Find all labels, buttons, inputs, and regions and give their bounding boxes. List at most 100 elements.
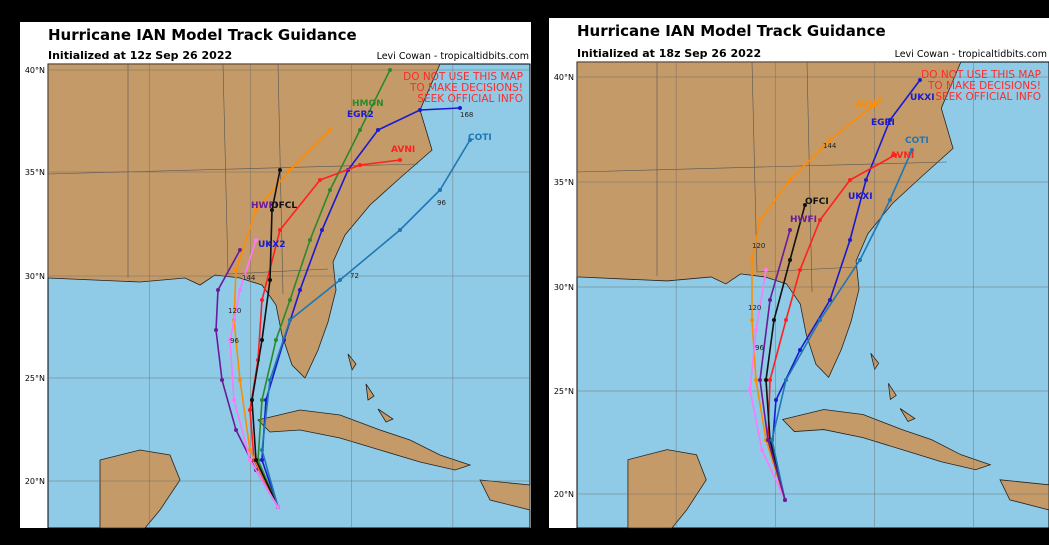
track-point xyxy=(760,448,764,452)
track-point xyxy=(376,128,380,132)
hour-label: 120 xyxy=(752,242,765,250)
track-point xyxy=(772,318,776,322)
track-point xyxy=(848,178,852,182)
track-point xyxy=(238,288,242,292)
track-point xyxy=(248,448,252,452)
hour-label: 96 xyxy=(755,344,764,352)
latitude-label: 35°N xyxy=(554,178,574,187)
track-point xyxy=(910,148,914,152)
track-point xyxy=(888,118,892,122)
warning: DO NOT USE THIS MAP xyxy=(921,69,1041,81)
landmass xyxy=(479,479,531,511)
track-point xyxy=(758,218,762,222)
latitude-label: 35°N xyxy=(25,168,45,177)
land xyxy=(576,61,1049,529)
track-point xyxy=(288,298,292,302)
warning: TO MAKE DECISIONS! xyxy=(409,82,523,94)
track-point xyxy=(803,203,807,207)
track-point xyxy=(758,378,762,382)
model-track xyxy=(767,154,896,501)
track-point xyxy=(278,228,282,232)
track-point xyxy=(268,378,272,382)
landmass xyxy=(870,352,880,371)
track-point xyxy=(260,458,264,462)
model-track xyxy=(233,129,331,508)
track-point xyxy=(828,298,832,302)
track-point xyxy=(788,178,792,182)
map-title: Hurricane IAN Model Track Guidance xyxy=(577,22,886,40)
map-title: Hurricane IAN Model Track Guidance xyxy=(48,26,357,44)
track-point xyxy=(358,163,362,167)
model-label: COTI xyxy=(905,136,929,146)
latitude-label: 40°N xyxy=(25,66,45,75)
credit: Levi Cowan - tropicaltidbits.com xyxy=(895,49,1047,60)
track-point xyxy=(798,268,802,272)
model-track xyxy=(765,204,806,501)
track-point xyxy=(788,258,792,262)
track-point xyxy=(254,208,258,212)
hour-label: 144 xyxy=(823,142,837,150)
track-point xyxy=(250,398,254,402)
track-point xyxy=(278,168,282,172)
model-label: EGR2 xyxy=(347,110,374,120)
track-point xyxy=(298,288,302,292)
track-point xyxy=(864,178,868,182)
track-point xyxy=(270,208,274,212)
track-point xyxy=(274,338,278,342)
border xyxy=(806,61,813,293)
track-point xyxy=(254,238,258,242)
track-point xyxy=(818,318,822,322)
credit: Levi Cowan - tropicaltidbits.com xyxy=(377,51,529,62)
landmass xyxy=(257,409,472,471)
land xyxy=(47,63,531,529)
model-label: OFCL xyxy=(271,201,297,211)
track-point xyxy=(798,348,802,352)
model-track xyxy=(229,239,279,508)
map-subtitle: Initialized at 12z Sep 26 2022 xyxy=(48,49,232,62)
track-point xyxy=(248,408,252,412)
track-point xyxy=(308,238,312,242)
landmass xyxy=(576,61,962,379)
track-point xyxy=(848,238,852,242)
track-point xyxy=(818,218,822,222)
track-point xyxy=(288,168,292,172)
track-point xyxy=(418,108,422,112)
track-point xyxy=(858,258,862,262)
track-point xyxy=(260,448,264,452)
latitude-label: 20°N xyxy=(25,477,45,486)
track-point xyxy=(878,98,882,102)
border xyxy=(576,161,948,173)
track-point xyxy=(260,338,264,342)
track-point xyxy=(828,138,832,142)
model-label: UKXI xyxy=(910,93,935,103)
track-point xyxy=(220,378,224,382)
track-point xyxy=(750,318,754,322)
landmass xyxy=(627,449,707,529)
track-point xyxy=(770,438,774,442)
track-point xyxy=(766,438,770,442)
track-point xyxy=(248,458,252,462)
track-point xyxy=(214,328,218,332)
model-label: AVNI xyxy=(391,145,415,155)
model-label: UKX2 xyxy=(258,240,285,250)
track-point xyxy=(358,128,362,132)
track-point xyxy=(918,78,922,82)
landmass xyxy=(899,408,916,423)
hour-label: 120 xyxy=(748,304,761,312)
model-label: HMON xyxy=(352,99,384,109)
model-label: HWFI xyxy=(251,201,278,211)
model-label: AVNI xyxy=(890,151,914,161)
track-point xyxy=(398,228,402,232)
model-label: COTI xyxy=(468,133,492,143)
latitude-label: 25°N xyxy=(25,374,45,383)
model-label: EGRI xyxy=(871,118,895,128)
latitude-label: 40°N xyxy=(554,73,574,82)
track-point xyxy=(468,138,472,142)
track-point xyxy=(784,318,788,322)
track-point xyxy=(328,188,332,192)
latitude-label: 30°N xyxy=(25,272,45,281)
landmass xyxy=(377,408,394,423)
track-point xyxy=(288,318,292,322)
track-point xyxy=(260,398,264,402)
